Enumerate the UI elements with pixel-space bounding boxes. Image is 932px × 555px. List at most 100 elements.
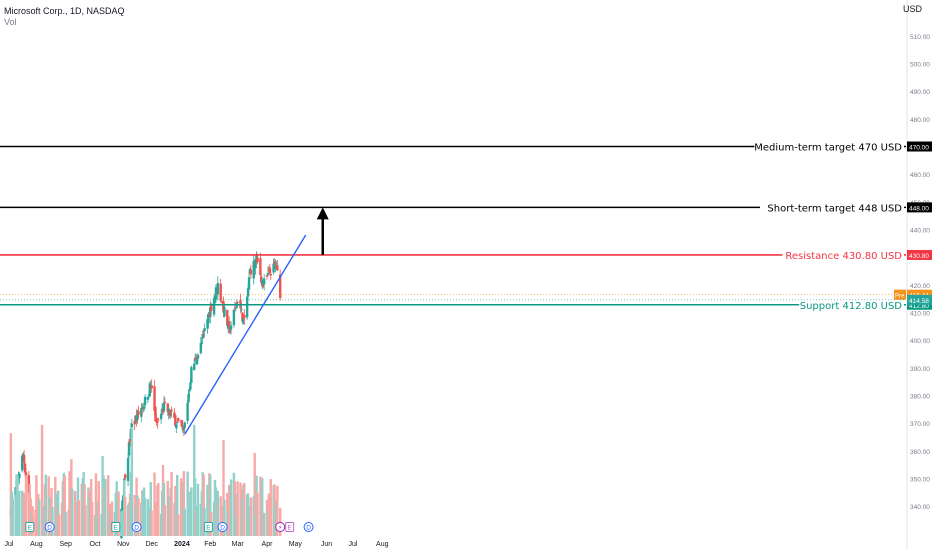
volume-bar: [56, 490, 60, 536]
candle-body: [212, 297, 216, 315]
candle-body: [210, 305, 213, 312]
volume-bar: [243, 482, 246, 536]
candle-body: [187, 394, 190, 403]
volume-bar: [31, 506, 34, 536]
candle-body: [170, 409, 173, 412]
candle-body: [137, 410, 140, 415]
candle-body: [259, 258, 262, 276]
event-marker-label: D: [220, 525, 225, 532]
candle-body: [22, 454, 26, 463]
x-tick-label: Sep: [59, 541, 72, 548]
candle-body: [207, 314, 210, 324]
volume-bar: [176, 474, 179, 536]
volume-bar: [216, 490, 220, 536]
candle-body: [163, 401, 167, 403]
candle-body: [199, 342, 203, 354]
volume-bar: [35, 475, 38, 536]
currency-label[interactable]: USD: [902, 4, 922, 14]
candle-body: [268, 268, 272, 274]
candle-body: [260, 277, 263, 283]
level-label: Medium-term target 470 USD: [754, 143, 902, 154]
y-tick-label: 370.00: [910, 421, 930, 428]
candle-body: [21, 455, 24, 471]
candle-body: [249, 269, 253, 275]
candle-body: [243, 314, 246, 319]
volume-bar: [269, 479, 272, 536]
x-tick-label: Jun: [321, 541, 332, 548]
event-marker: [217, 522, 228, 532]
y-tick-label: 500.00: [910, 62, 930, 69]
candle-body: [241, 312, 244, 322]
volume-bar: [16, 475, 19, 536]
y-tick-label: 420.00: [910, 283, 930, 290]
candle-body: [209, 307, 212, 317]
volume-bar: [276, 485, 279, 536]
candle-body: [133, 420, 136, 425]
candle-body: [186, 402, 189, 421]
candle-body: [214, 287, 218, 299]
volume-bar: [97, 481, 100, 536]
candle-body: [227, 321, 231, 328]
candle-body: [240, 309, 243, 311]
volume-bar: [183, 508, 186, 536]
price-badge-prefix-bg: [894, 289, 906, 300]
candle-body: [174, 415, 177, 427]
level-badge-text: 430.80: [909, 253, 929, 260]
volume-label: Vol: [4, 17, 17, 27]
candle-body: [229, 325, 233, 330]
volume-bar: [38, 499, 41, 536]
volume-bar: [233, 481, 237, 536]
volume-bar: [256, 492, 259, 536]
candle-body: [276, 265, 279, 271]
candle-body: [226, 309, 229, 326]
candle-body: [269, 273, 272, 276]
event-marker-label: D: [134, 525, 139, 532]
candle-body: [247, 277, 251, 290]
volume-bar: [193, 478, 197, 536]
x-tick-label: Aug: [376, 541, 389, 548]
y-tick-label: 350.00: [910, 477, 930, 484]
y-tick-label: 380.00: [910, 394, 930, 401]
candle-body: [159, 413, 163, 420]
event-marker-label: E: [28, 525, 33, 532]
candle-body: [256, 257, 259, 263]
volume-bar: [64, 512, 67, 536]
x-tick-label: Jul: [5, 541, 14, 548]
volume-bar: [249, 497, 253, 536]
candle-body: [127, 442, 131, 456]
x-tick-label: Mar: [232, 541, 245, 548]
volume-bar: [57, 514, 61, 536]
volume-bar: [77, 500, 81, 536]
level-label-bg: [754, 139, 904, 154]
candle-body: [166, 403, 169, 412]
candle-body: [143, 396, 147, 406]
volume-bar: [186, 471, 189, 536]
volume-bar: [104, 478, 107, 536]
y-tick-label: 400.00: [910, 338, 930, 345]
event-marker-label: ⚡: [278, 525, 283, 532]
volume-bar: [9, 433, 13, 536]
candle-body: [180, 420, 184, 427]
level-label-bg: [799, 297, 904, 312]
candle-body: [128, 438, 132, 443]
volume-bar: [51, 507, 54, 536]
volume-bar: [117, 491, 120, 536]
volume-bar: [18, 490, 21, 536]
candle-body: [176, 418, 180, 422]
volume-bar: [261, 478, 264, 536]
candle-body: [157, 419, 160, 421]
volume-bar: [203, 507, 206, 536]
candle-body: [201, 333, 204, 339]
candle-body: [169, 413, 172, 416]
volume-bar: [262, 512, 266, 536]
level-badge-text: 412.80: [909, 303, 929, 310]
event-marker-label: E: [287, 525, 292, 532]
candle-body: [272, 263, 275, 273]
level-label: Short-term target 448 USD: [767, 203, 902, 214]
volume-bar: [157, 482, 160, 536]
y-tick-label: 490.00: [910, 89, 930, 96]
candle-body: [146, 396, 150, 400]
x-tick-label: Oct: [90, 541, 101, 548]
